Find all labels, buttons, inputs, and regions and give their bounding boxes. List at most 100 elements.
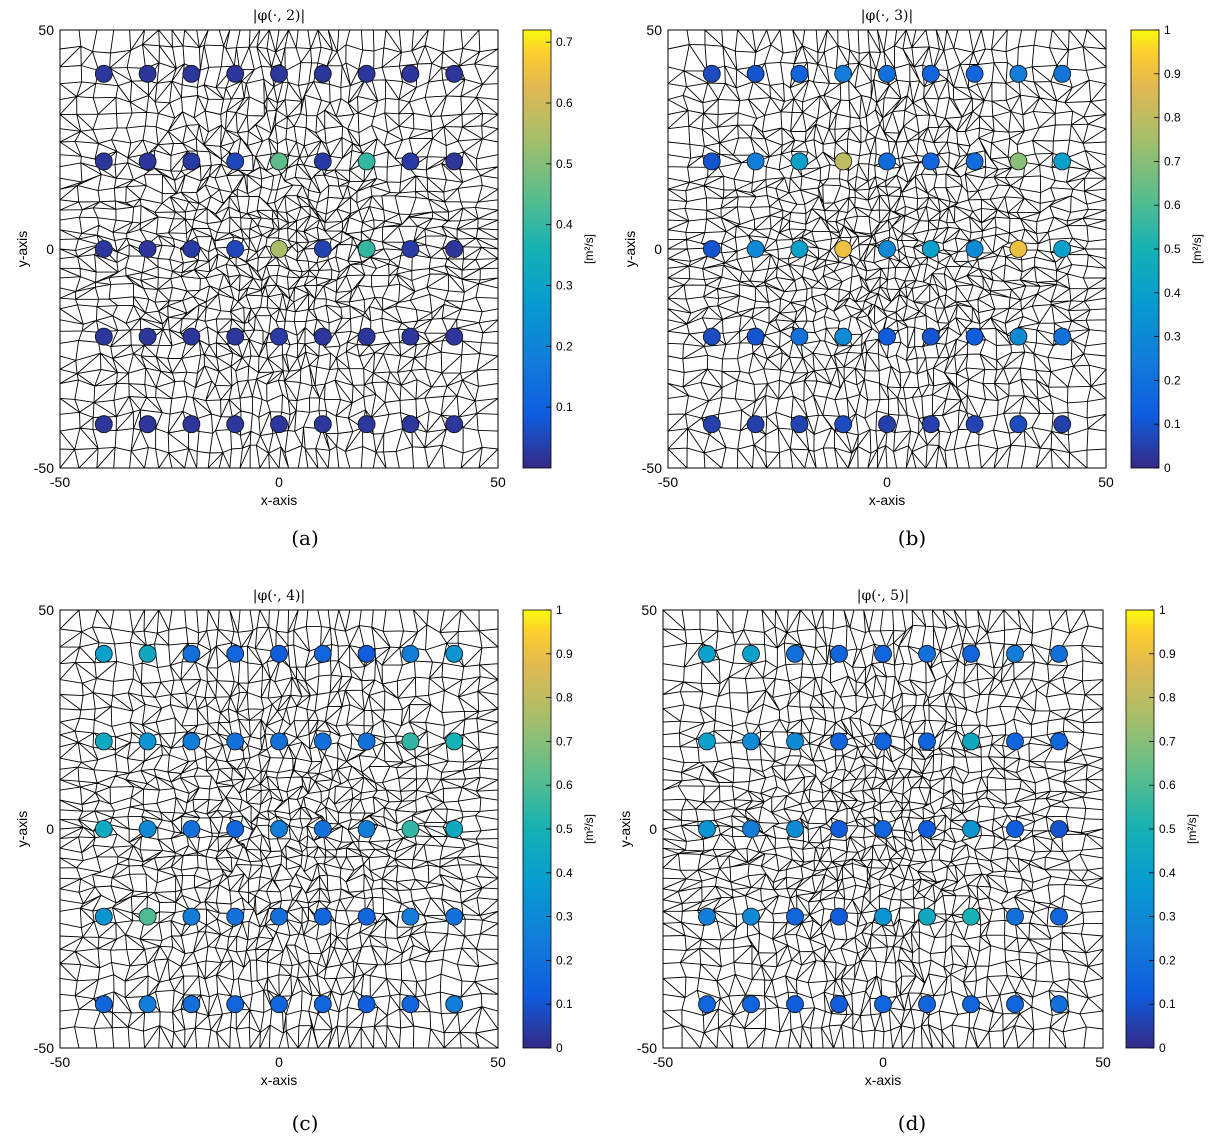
data-point <box>270 64 288 83</box>
data-point <box>962 995 980 1014</box>
colorbar-tick-label: 0.9 <box>1159 647 1176 661</box>
panel-caption: (c) <box>292 1111 319 1135</box>
panel-title: |φ(·, 5)| <box>857 588 909 604</box>
data-point <box>790 64 809 83</box>
mesh <box>668 30 1106 468</box>
data-point <box>94 152 113 171</box>
data-point <box>965 64 984 83</box>
data-point <box>313 415 332 434</box>
data-point <box>138 995 157 1014</box>
colorbar <box>522 29 552 469</box>
data-point <box>746 327 765 346</box>
data-point <box>702 240 721 258</box>
data-point <box>313 995 332 1014</box>
panel-title: |φ(·, 2)| <box>253 8 305 24</box>
data-point <box>270 415 288 434</box>
data-point <box>94 907 113 926</box>
data-point <box>270 644 288 663</box>
y-tick-label: -50 <box>34 1040 54 1056</box>
x-tick-label: 0 <box>883 474 891 490</box>
data-point <box>1053 415 1072 434</box>
data-point <box>742 995 760 1014</box>
x-axis-label: x-axis <box>261 492 298 508</box>
data-point <box>786 820 804 838</box>
data-point <box>226 907 245 926</box>
data-point <box>226 415 245 434</box>
data-point <box>445 644 464 663</box>
colorbar-tick-label: 0.1 <box>556 997 573 1011</box>
data-point <box>965 327 984 346</box>
y-tick-label: 0 <box>654 241 662 257</box>
panel-title: |φ(·, 4)| <box>253 588 305 604</box>
data-point <box>313 64 332 83</box>
data-point <box>313 644 332 663</box>
data-point <box>270 732 288 751</box>
colorbar-label: [m²/s] <box>1190 234 1204 264</box>
data-point <box>1050 644 1068 663</box>
data-point <box>138 907 157 926</box>
data-point <box>270 152 288 171</box>
x-tick-label: 0 <box>879 1054 887 1070</box>
data-point <box>746 415 765 434</box>
y-axis-label: y-axis <box>14 231 30 268</box>
x-tick-label: 50 <box>1098 474 1114 490</box>
data-point <box>790 415 809 434</box>
data-point <box>401 907 420 926</box>
data-point <box>226 240 245 258</box>
data-point <box>138 152 157 171</box>
data-point <box>401 415 420 434</box>
x-tick-label: 50 <box>1095 1054 1111 1070</box>
data-point <box>226 732 245 751</box>
y-tick-label: -50 <box>34 460 54 476</box>
panel-2: -50 0 50 -50 0 50 x-axis y-axis |φ(·, 4)| 0 0.1 0.2… <box>14 588 596 1135</box>
colorbar-tick-label: 0 <box>1164 461 1171 475</box>
data-point <box>94 64 113 83</box>
colorbar-tick-label: 1 <box>1159 603 1166 617</box>
x-tick-label: -50 <box>658 474 678 490</box>
data-point <box>1050 995 1068 1014</box>
data-point <box>878 327 896 346</box>
data-point <box>1053 152 1072 171</box>
x-tick-label: -50 <box>653 1054 673 1070</box>
data-point <box>445 820 464 838</box>
y-tick-label: 50 <box>646 22 662 38</box>
data-point <box>357 64 376 83</box>
colorbar-tick-label: 0.6 <box>1159 778 1176 792</box>
data-point <box>1050 820 1068 838</box>
colorbar-tick-label: 0.7 <box>556 35 573 49</box>
data-point <box>962 644 980 663</box>
data-point <box>1009 415 1028 434</box>
colorbar-tick-label: 0.5 <box>556 157 573 171</box>
data-point <box>182 644 201 663</box>
data-point <box>182 907 201 926</box>
axes-frame <box>59 609 499 1049</box>
x-axis-label: x-axis <box>261 1072 298 1088</box>
colorbar-tick-label: 0.2 <box>556 339 573 353</box>
colorbar-tick-label: 0.6 <box>556 96 573 110</box>
data-point <box>94 327 113 346</box>
data-point <box>401 64 420 83</box>
x-tick-label: 50 <box>490 474 506 490</box>
mesh <box>60 30 498 468</box>
data-point <box>401 240 420 258</box>
colorbar-tick-label: 0 <box>1159 1041 1166 1055</box>
data-point <box>1050 732 1068 751</box>
data-point <box>786 907 804 926</box>
data-point <box>357 732 376 751</box>
data-point <box>918 732 936 751</box>
colorbar-tick-label: 0.2 <box>1164 373 1181 387</box>
data-point <box>138 415 157 434</box>
data-point <box>445 907 464 926</box>
panel-title: |φ(·, 3)| <box>861 8 913 24</box>
data-point <box>94 820 113 838</box>
colorbar-tick-label: 0.4 <box>1159 866 1176 880</box>
data-point <box>830 732 848 751</box>
data-point <box>270 820 288 838</box>
data-point <box>138 820 157 838</box>
data-point <box>1009 240 1028 258</box>
data-point <box>1050 907 1068 926</box>
y-tick-label: 0 <box>46 821 54 837</box>
data-point <box>918 644 936 663</box>
data-point <box>921 415 940 434</box>
